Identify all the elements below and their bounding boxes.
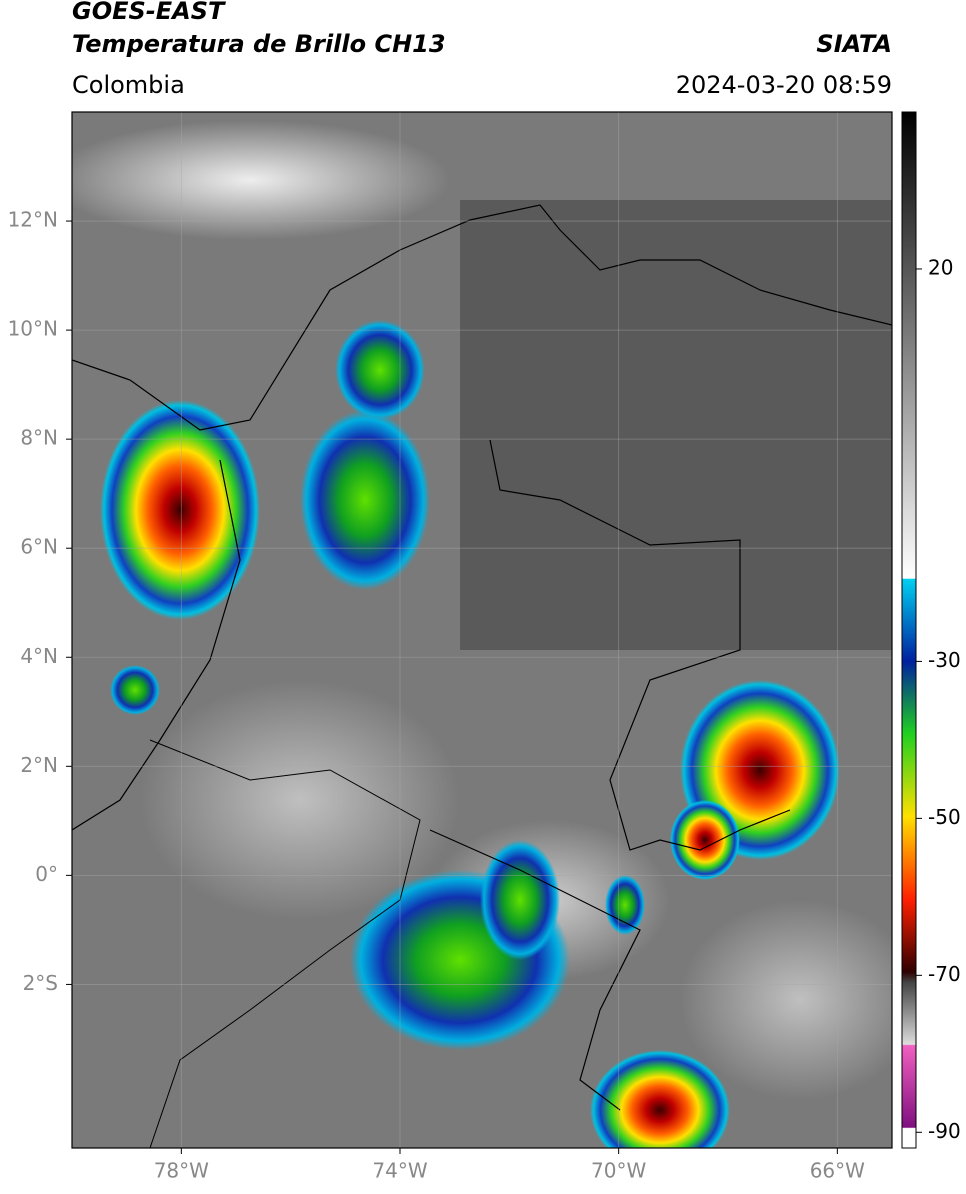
y-tick-label: 8°N [20,426,58,450]
subtitle: Temperatura de Brillo CH13 [72,30,446,58]
y-tick-label: 2°N [20,753,58,777]
x-tick-label: 66°W [810,1159,865,1183]
y-tick-label: 6°N [20,535,58,559]
x-tick-label: 74°W [372,1159,427,1183]
colorbar-tick-label: 20 [928,255,953,279]
colorbar-tick-label: -50 [928,805,961,829]
satellite-image [72,112,892,1148]
colorbar-tick-label: -30 [928,648,961,672]
map-frame [71,111,893,1149]
y-tick-label: 12°N [8,208,58,232]
y-tick-label: 4°N [20,644,58,668]
colorbar [901,111,917,1149]
x-tick-label: 78°W [154,1159,209,1183]
colorbar-tick-label: -70 [928,962,961,986]
title: GOES-EAST [72,0,226,25]
y-tick-label: 10°N [8,317,58,341]
datetime: 2024-03-20 08:59 [676,71,892,99]
x-tick-label: 70°W [591,1159,646,1183]
region: Colombia [72,71,185,99]
y-tick-label: 0° [35,862,58,886]
colorbar-tick-label: -90 [928,1119,961,1143]
source: SIATA [816,30,892,58]
y-tick-label: 2°S [23,971,58,995]
